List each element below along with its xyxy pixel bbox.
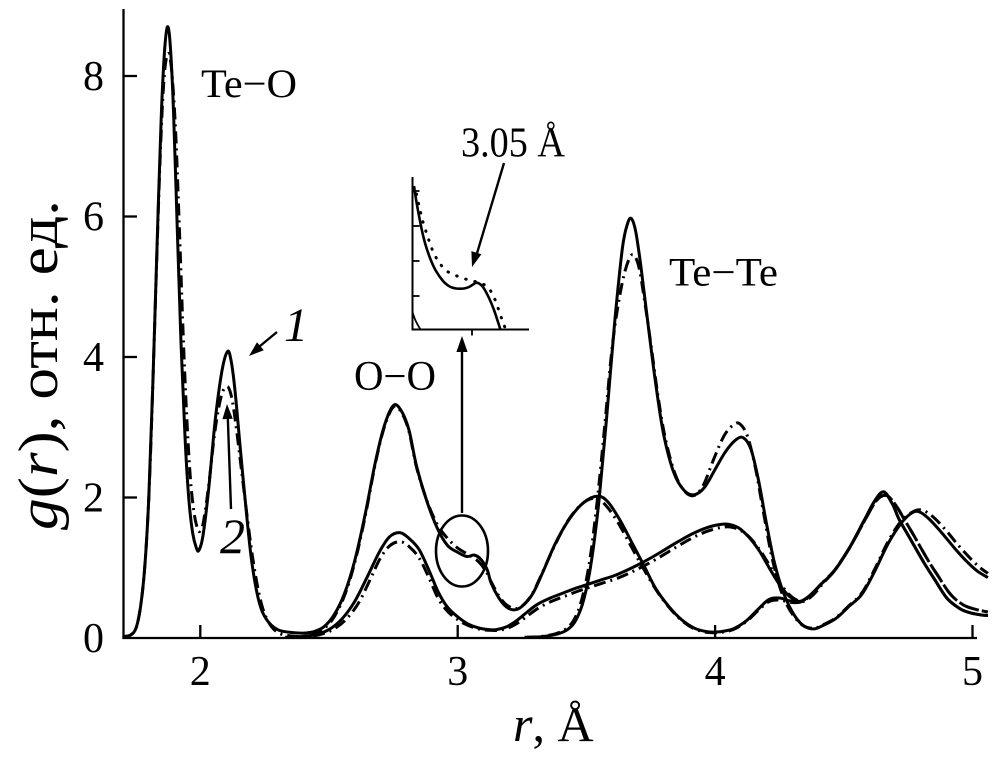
svg-text:2: 2 — [220, 508, 245, 564]
svg-text:6: 6 — [83, 195, 104, 241]
svg-text:Te−O: Te−O — [201, 61, 297, 106]
svg-text:3: 3 — [447, 649, 468, 695]
svg-text:4: 4 — [83, 335, 104, 381]
svg-text:4: 4 — [705, 649, 726, 695]
svg-text:g(r), отн. ед.: g(r), отн. ед. — [8, 200, 70, 530]
svg-text:3.05 Å: 3.05 Å — [461, 121, 566, 167]
svg-text:8: 8 — [83, 54, 104, 100]
svg-text:0: 0 — [83, 616, 104, 662]
svg-text:r, Å: r, Å — [513, 696, 594, 752]
svg-text:O−O: O−O — [354, 354, 436, 400]
svg-text:2: 2 — [83, 476, 104, 522]
svg-text:5: 5 — [962, 649, 983, 695]
svg-text:2: 2 — [190, 649, 211, 695]
svg-text:Te−Te: Te−Te — [669, 250, 778, 295]
svg-text:1: 1 — [284, 299, 308, 352]
